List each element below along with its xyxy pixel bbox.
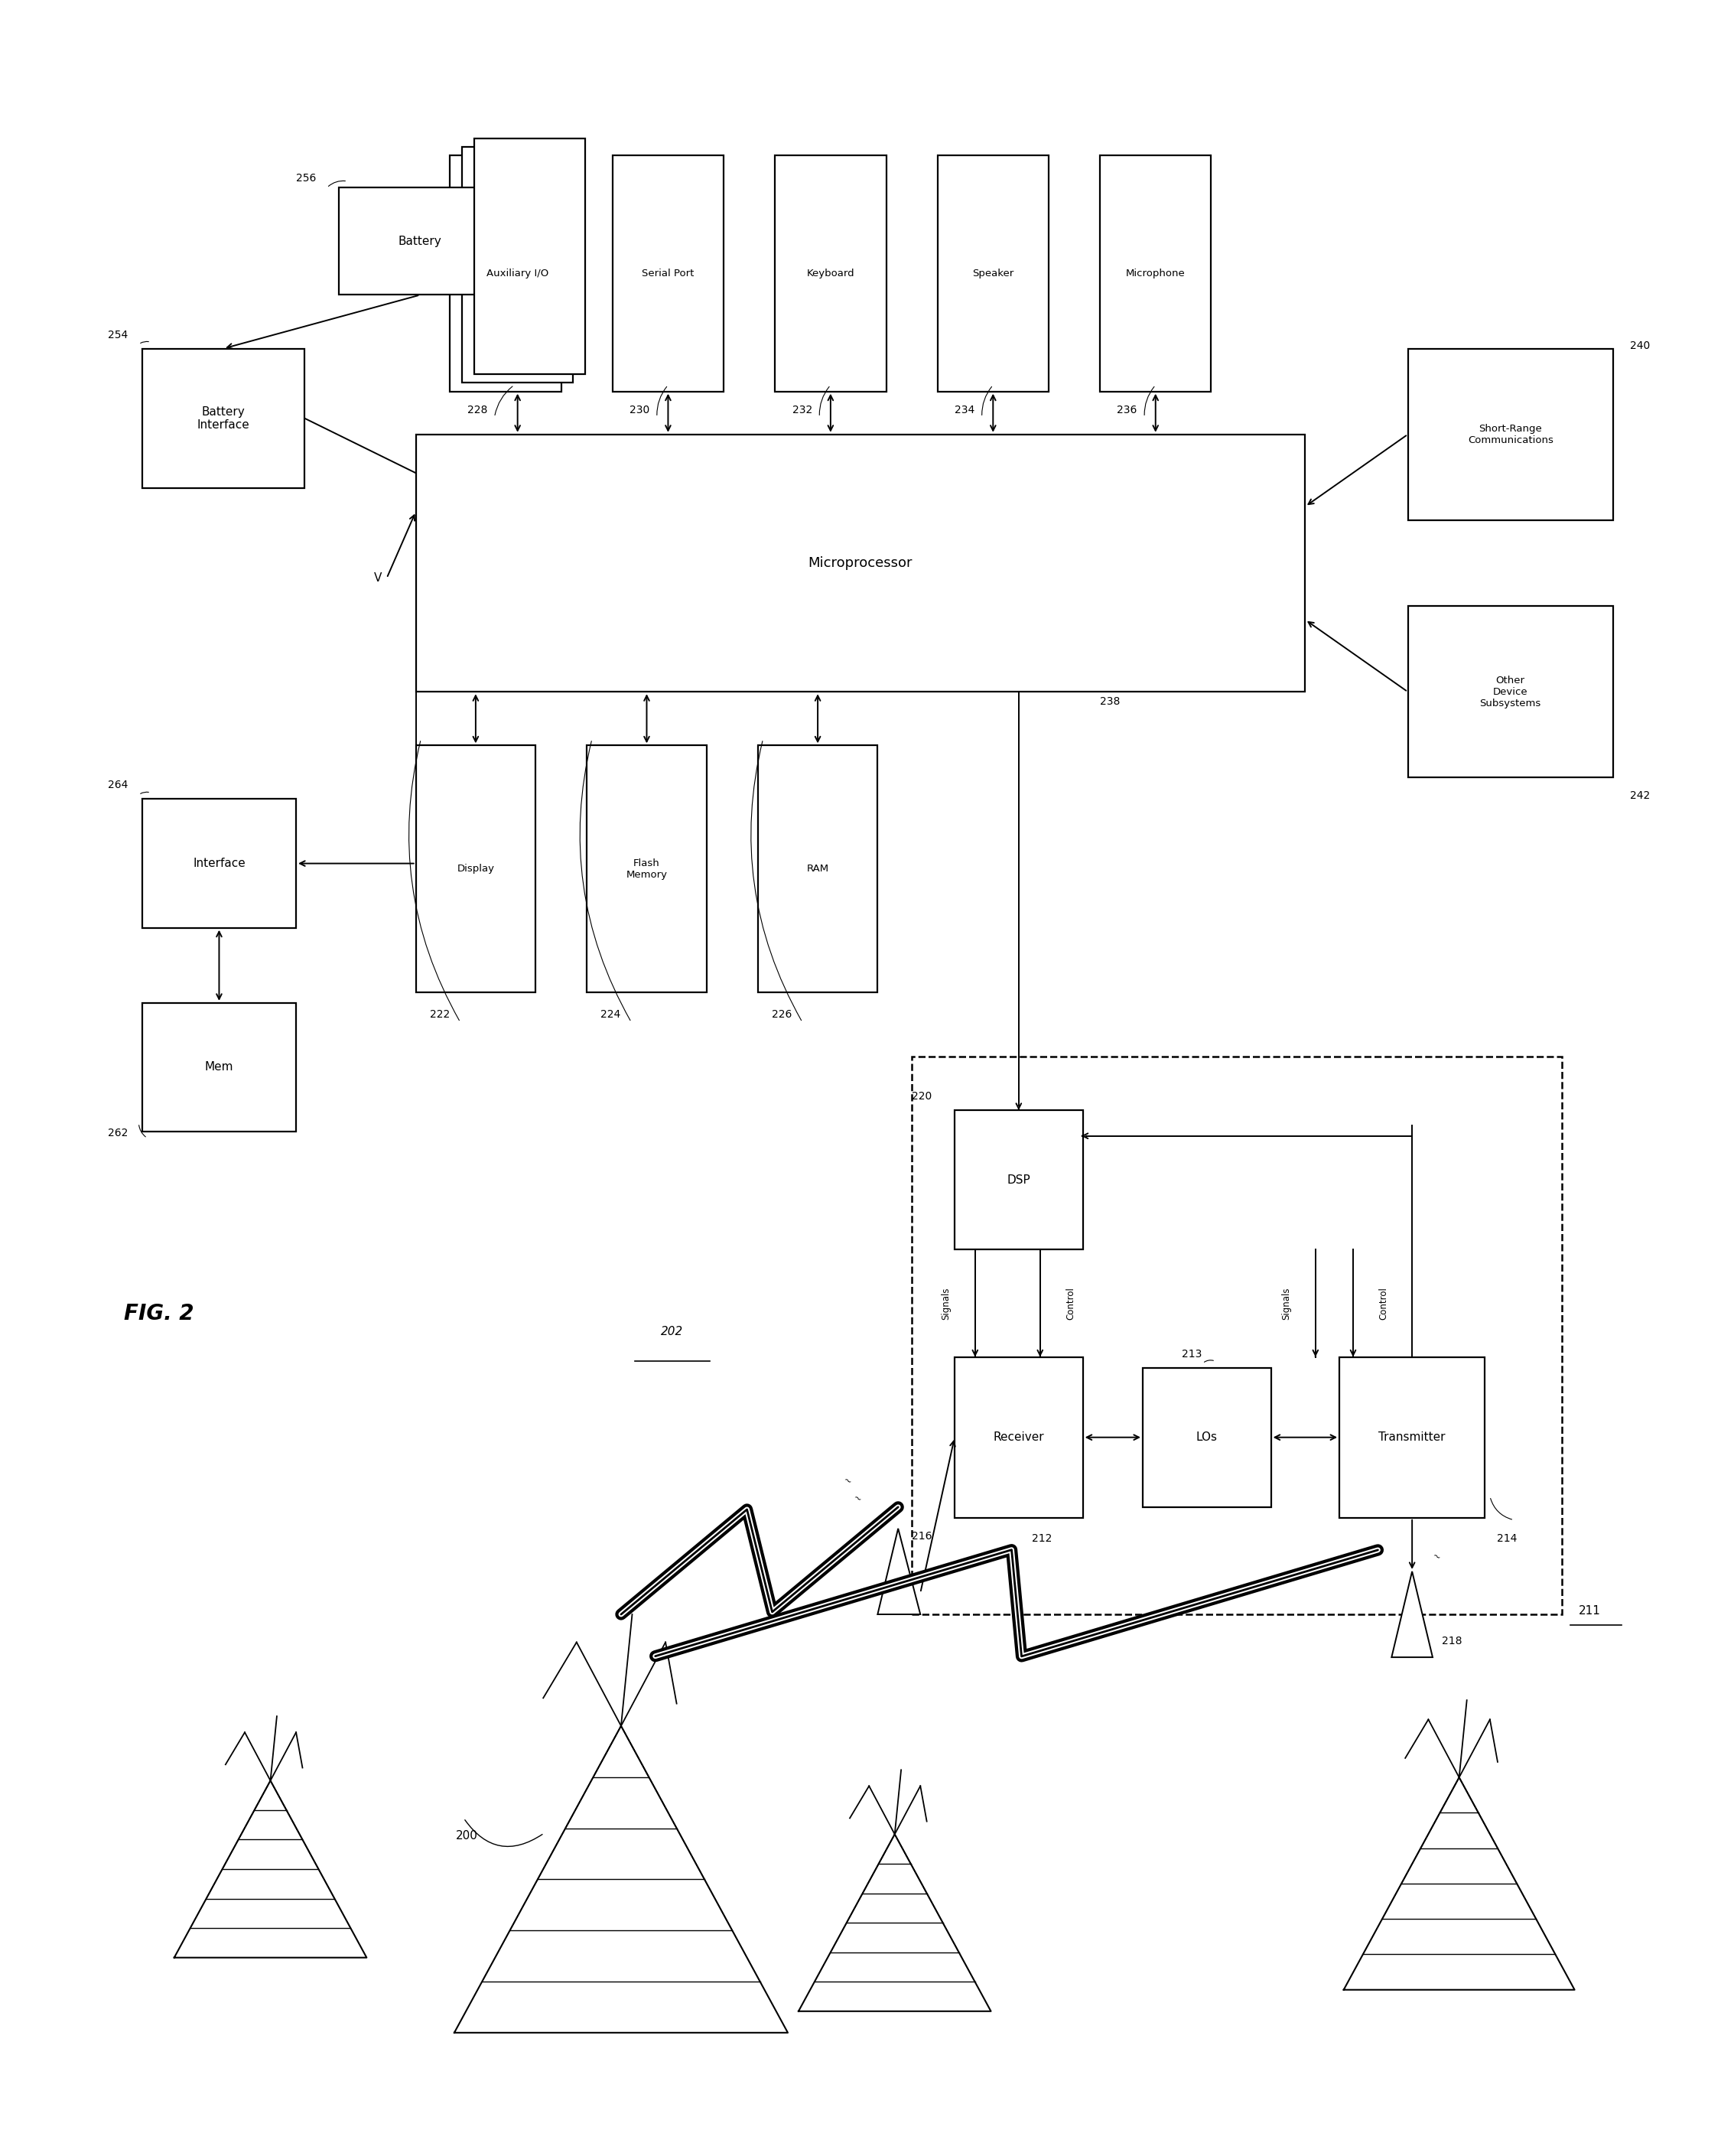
Bar bbox=[757, 746, 878, 992]
Bar bbox=[416, 746, 535, 992]
Text: 240: 240 bbox=[1630, 341, 1650, 351]
Bar bbox=[1408, 606, 1613, 778]
Text: 216: 216 bbox=[912, 1531, 933, 1542]
Bar bbox=[912, 1056, 1561, 1615]
Text: Battery
Interface: Battery Interface bbox=[198, 405, 250, 431]
Text: Control: Control bbox=[1379, 1287, 1389, 1319]
Text: Receiver: Receiver bbox=[993, 1432, 1045, 1442]
Bar bbox=[143, 800, 296, 927]
Text: Microphone: Microphone bbox=[1126, 270, 1186, 278]
Bar bbox=[1100, 155, 1212, 392]
Text: Auxiliary I/O: Auxiliary I/O bbox=[487, 270, 549, 278]
Text: 226: 226 bbox=[771, 1009, 792, 1020]
Text: DSP: DSP bbox=[1007, 1175, 1031, 1186]
Bar bbox=[473, 138, 585, 375]
Text: Speaker: Speaker bbox=[972, 270, 1014, 278]
Polygon shape bbox=[1392, 1572, 1432, 1658]
Bar bbox=[143, 349, 305, 487]
Text: RAM: RAM bbox=[807, 865, 830, 873]
Text: Display: Display bbox=[458, 865, 494, 873]
Text: 202: 202 bbox=[661, 1326, 683, 1337]
Polygon shape bbox=[878, 1529, 921, 1615]
Bar bbox=[416, 433, 1305, 692]
Text: LOs: LOs bbox=[1196, 1432, 1217, 1442]
Text: Signals: Signals bbox=[1282, 1287, 1291, 1319]
Text: 218: 218 bbox=[1442, 1636, 1463, 1647]
Bar bbox=[587, 746, 707, 992]
Text: 200: 200 bbox=[456, 1830, 478, 1841]
Text: Serial Port: Serial Port bbox=[642, 270, 694, 278]
Text: 242: 242 bbox=[1630, 791, 1650, 802]
Bar bbox=[1143, 1367, 1272, 1507]
Bar bbox=[339, 188, 501, 295]
Bar bbox=[774, 155, 886, 392]
Bar bbox=[938, 155, 1048, 392]
Bar bbox=[613, 155, 723, 392]
Text: Keyboard: Keyboard bbox=[807, 270, 855, 278]
Bar bbox=[449, 155, 561, 392]
Text: 232: 232 bbox=[792, 405, 812, 416]
Text: 213: 213 bbox=[1182, 1348, 1203, 1358]
Text: 234: 234 bbox=[955, 405, 974, 416]
Text: Interface: Interface bbox=[193, 858, 246, 869]
Text: 228: 228 bbox=[466, 405, 487, 416]
Text: 222: 222 bbox=[430, 1009, 449, 1020]
Text: 256: 256 bbox=[296, 172, 317, 183]
Text: 211: 211 bbox=[1578, 1606, 1601, 1617]
Text: 254: 254 bbox=[108, 330, 127, 341]
Bar bbox=[1408, 349, 1613, 520]
Text: 262: 262 bbox=[108, 1128, 127, 1138]
Text: 236: 236 bbox=[1117, 405, 1138, 416]
Text: 264: 264 bbox=[108, 780, 127, 791]
Text: Other
Device
Subsystems: Other Device Subsystems bbox=[1480, 675, 1540, 709]
Bar bbox=[955, 1110, 1083, 1250]
Text: 224: 224 bbox=[601, 1009, 621, 1020]
Text: Mem: Mem bbox=[205, 1061, 234, 1074]
Text: 230: 230 bbox=[630, 405, 651, 416]
Text: 212: 212 bbox=[1031, 1533, 1052, 1544]
Text: 220: 220 bbox=[912, 1091, 931, 1102]
Text: Transmitter: Transmitter bbox=[1379, 1432, 1446, 1442]
Text: 238: 238 bbox=[1100, 696, 1120, 707]
Text: Microprocessor: Microprocessor bbox=[809, 556, 912, 569]
Bar bbox=[461, 147, 573, 384]
Text: ~: ~ bbox=[842, 1475, 854, 1488]
Text: V: V bbox=[373, 571, 382, 584]
Text: FIG. 2: FIG. 2 bbox=[124, 1302, 194, 1324]
Text: Battery: Battery bbox=[398, 235, 442, 248]
Text: 214: 214 bbox=[1497, 1533, 1516, 1544]
Bar bbox=[143, 1003, 296, 1132]
Text: Short-Range
Communications: Short-Range Communications bbox=[1468, 425, 1554, 444]
Text: Signals: Signals bbox=[941, 1287, 952, 1319]
Bar bbox=[955, 1356, 1083, 1518]
Text: Flash
Memory: Flash Memory bbox=[626, 858, 668, 880]
Text: Control: Control bbox=[1065, 1287, 1076, 1319]
Bar bbox=[1339, 1356, 1485, 1518]
Text: ~: ~ bbox=[1430, 1550, 1442, 1563]
Text: ~: ~ bbox=[852, 1492, 862, 1505]
